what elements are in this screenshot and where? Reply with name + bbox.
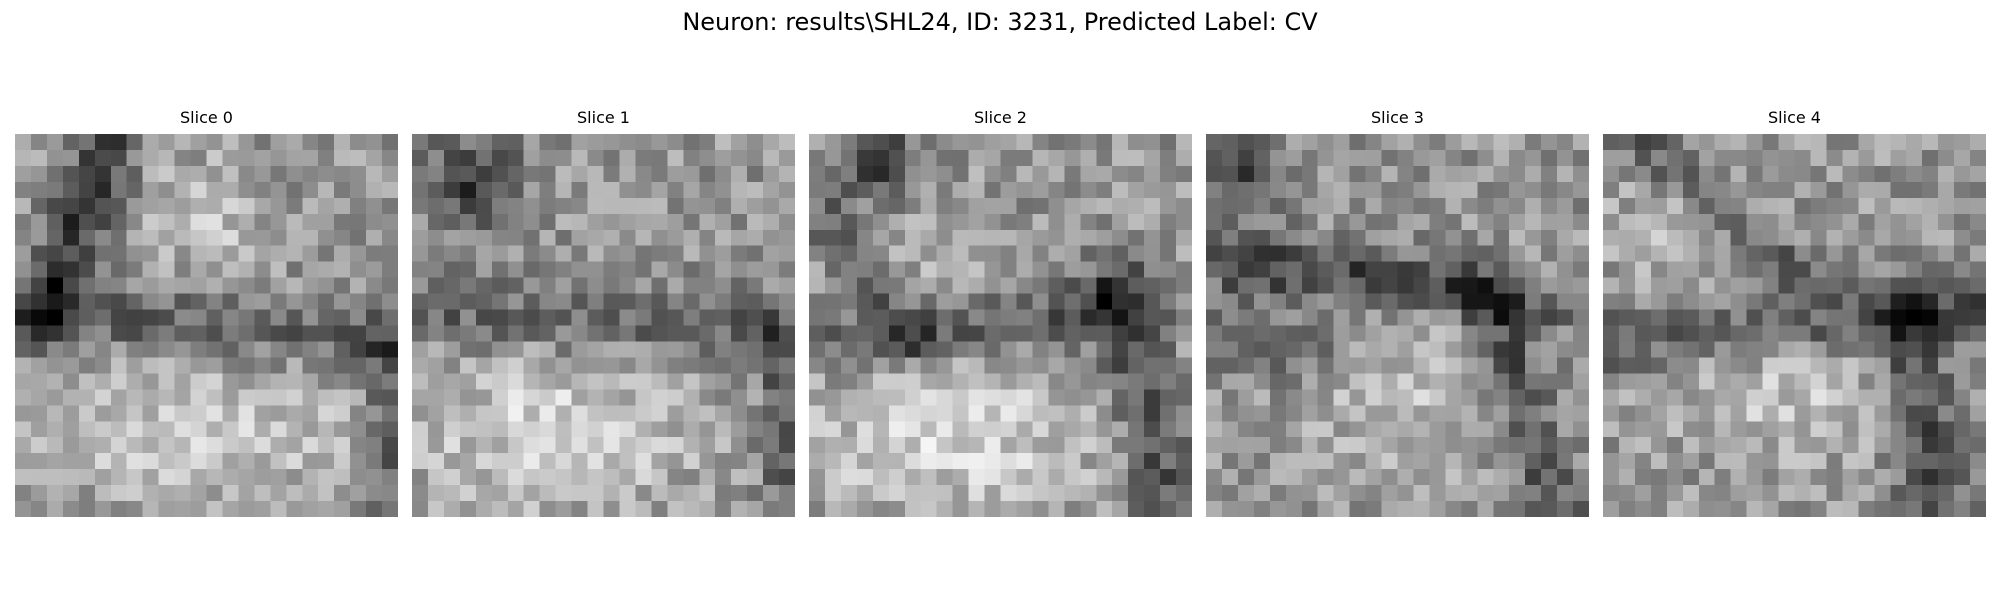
slice-panel-0: Slice 0 [15, 108, 398, 517]
slice-panel-1: Slice 1 [412, 108, 795, 517]
slice-panel-3: Slice 3 [1206, 108, 1589, 517]
figure-title: Neuron: results\SHL24, ID: 3231, Predict… [682, 8, 1318, 36]
slice-image-3 [1206, 134, 1589, 517]
slice-title-1: Slice 1 [577, 108, 630, 127]
slice-panel-2: Slice 2 [809, 108, 1192, 517]
slice-title-0: Slice 0 [180, 108, 233, 127]
slice-image-1 [412, 134, 795, 517]
slice-image-2 [809, 134, 1192, 517]
slice-title-4: Slice 4 [1768, 108, 1821, 127]
slice-image-0 [15, 134, 398, 517]
slice-title-3: Slice 3 [1371, 108, 1424, 127]
slice-image-4 [1603, 134, 1986, 517]
slice-panel-4: Slice 4 [1603, 108, 1986, 517]
slice-title-2: Slice 2 [974, 108, 1027, 127]
